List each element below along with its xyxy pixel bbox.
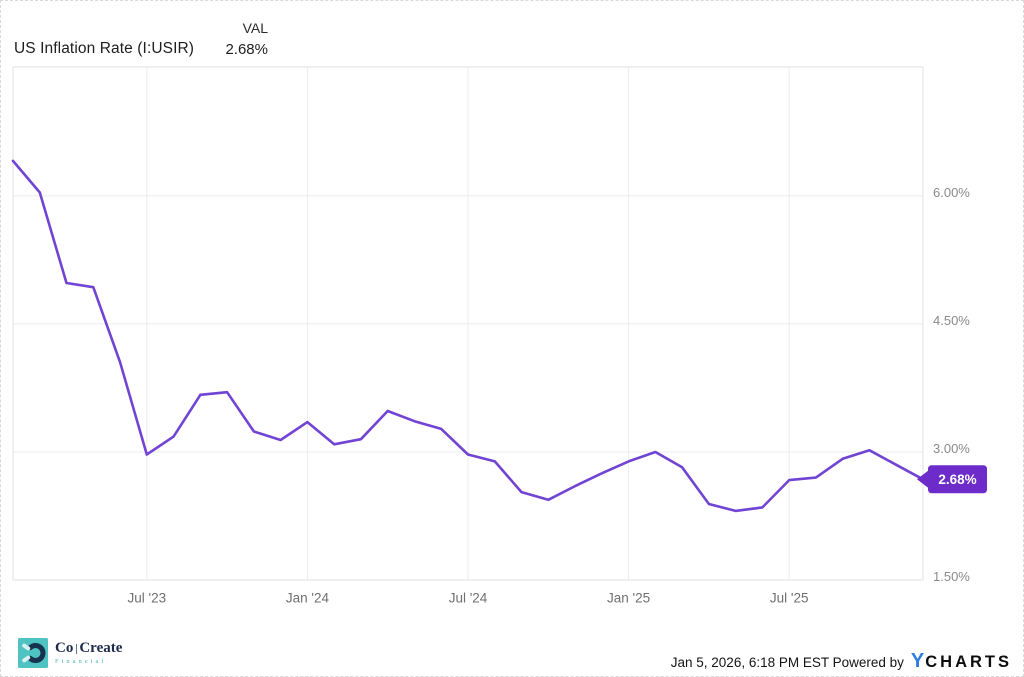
x-tick-label: Jul '24	[449, 591, 488, 606]
x-tick-label: Jan '25	[607, 591, 650, 606]
val-column-header: VAL	[242, 20, 268, 36]
value-badge	[928, 465, 987, 494]
value-badge-label: 2.68%	[938, 472, 976, 487]
y-tick-label: 4.50%	[933, 313, 970, 328]
cocreate-icon	[18, 638, 48, 668]
cocreate-wordmark: Co Create Financial	[55, 641, 122, 666]
cocreate-name: Co Create	[55, 641, 122, 656]
cocreate-name-create: Create	[79, 640, 123, 656]
plot-border	[12, 66, 924, 581]
cocreate-logo: Co Create Financial	[18, 638, 122, 668]
chart-title: US Inflation Rate (I:USIR)	[14, 40, 195, 57]
ycharts-logo-charts: CHARTS	[925, 653, 1012, 671]
timestamp-text: Jan 5, 2026, 6:18 PM EST Powered by	[670, 655, 904, 670]
y-tick-label: 1.50%	[933, 569, 970, 584]
cocreate-separator	[75, 643, 77, 654]
legend-val-column: VAL 2.68%	[185, 20, 268, 58]
inflation-line	[11, 159, 925, 513]
y-tick-label: 6.00%	[933, 185, 970, 200]
ycharts-logo: Y CHARTS	[911, 650, 1012, 673]
x-tick-label: Jul '25	[770, 591, 809, 606]
x-tick-label: Jul '23	[128, 591, 167, 606]
attribution: Jan 5, 2026, 6:18 PM EST Powered by Y CH…	[671, 650, 1012, 673]
x-tick-label: Jan '24	[286, 591, 330, 606]
ycharts-logo-y: Y	[910, 650, 926, 672]
cocreate-subtext: Financial	[55, 658, 107, 665]
val-current-value: 2.68%	[225, 41, 268, 58]
y-tick-label: 3.00%	[933, 441, 970, 456]
cocreate-name-co: Co	[55, 640, 74, 656]
value-badge-arrow	[917, 469, 930, 490]
